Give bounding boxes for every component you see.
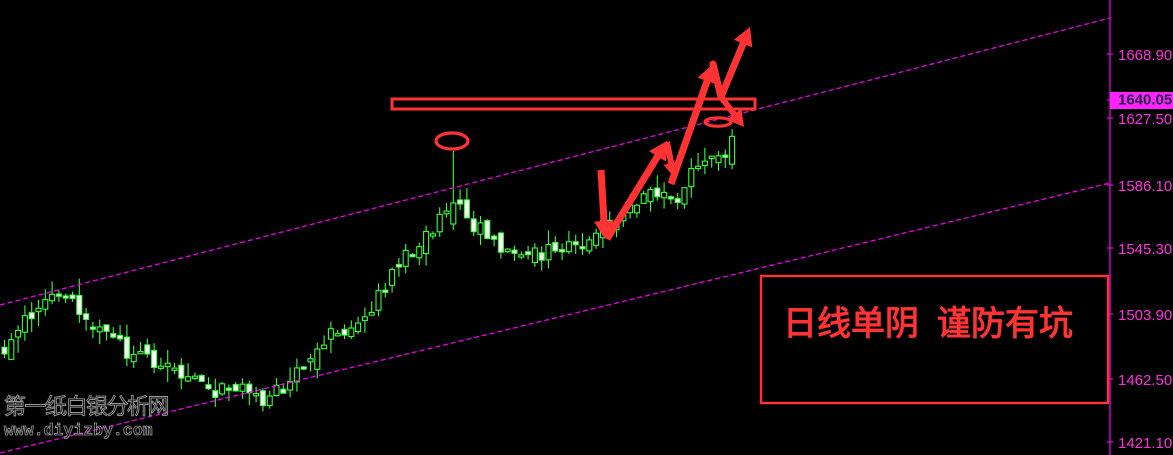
svg-text:1627.50: 1627.50	[1118, 111, 1172, 128]
svg-text:1668.90: 1668.90	[1118, 47, 1172, 64]
svg-text:1462.50: 1462.50	[1118, 372, 1172, 389]
svg-text:1640.05: 1640.05	[1118, 92, 1172, 109]
svg-text:1586.10: 1586.10	[1118, 178, 1172, 195]
svg-text:第一纸白银分析网: 第一纸白银分析网	[4, 394, 169, 419]
svg-text:1545.30: 1545.30	[1118, 241, 1172, 258]
svg-text:1503.90: 1503.90	[1118, 307, 1172, 324]
svg-text:1421.10: 1421.10	[1118, 435, 1172, 452]
svg-text:www.diyizby.com: www.diyizby.com	[4, 421, 153, 440]
